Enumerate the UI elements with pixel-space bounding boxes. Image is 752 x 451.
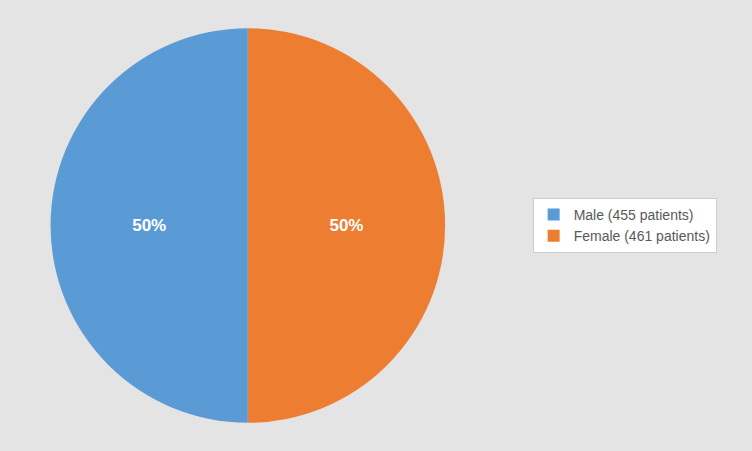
svg-text:50%: 50% [132,216,166,235]
svg-text:50%: 50% [329,216,363,235]
svg-text:Male (455 patients): Male (455 patients) [574,207,694,223]
svg-text:Female (461 patients): Female (461 patients) [574,228,710,244]
